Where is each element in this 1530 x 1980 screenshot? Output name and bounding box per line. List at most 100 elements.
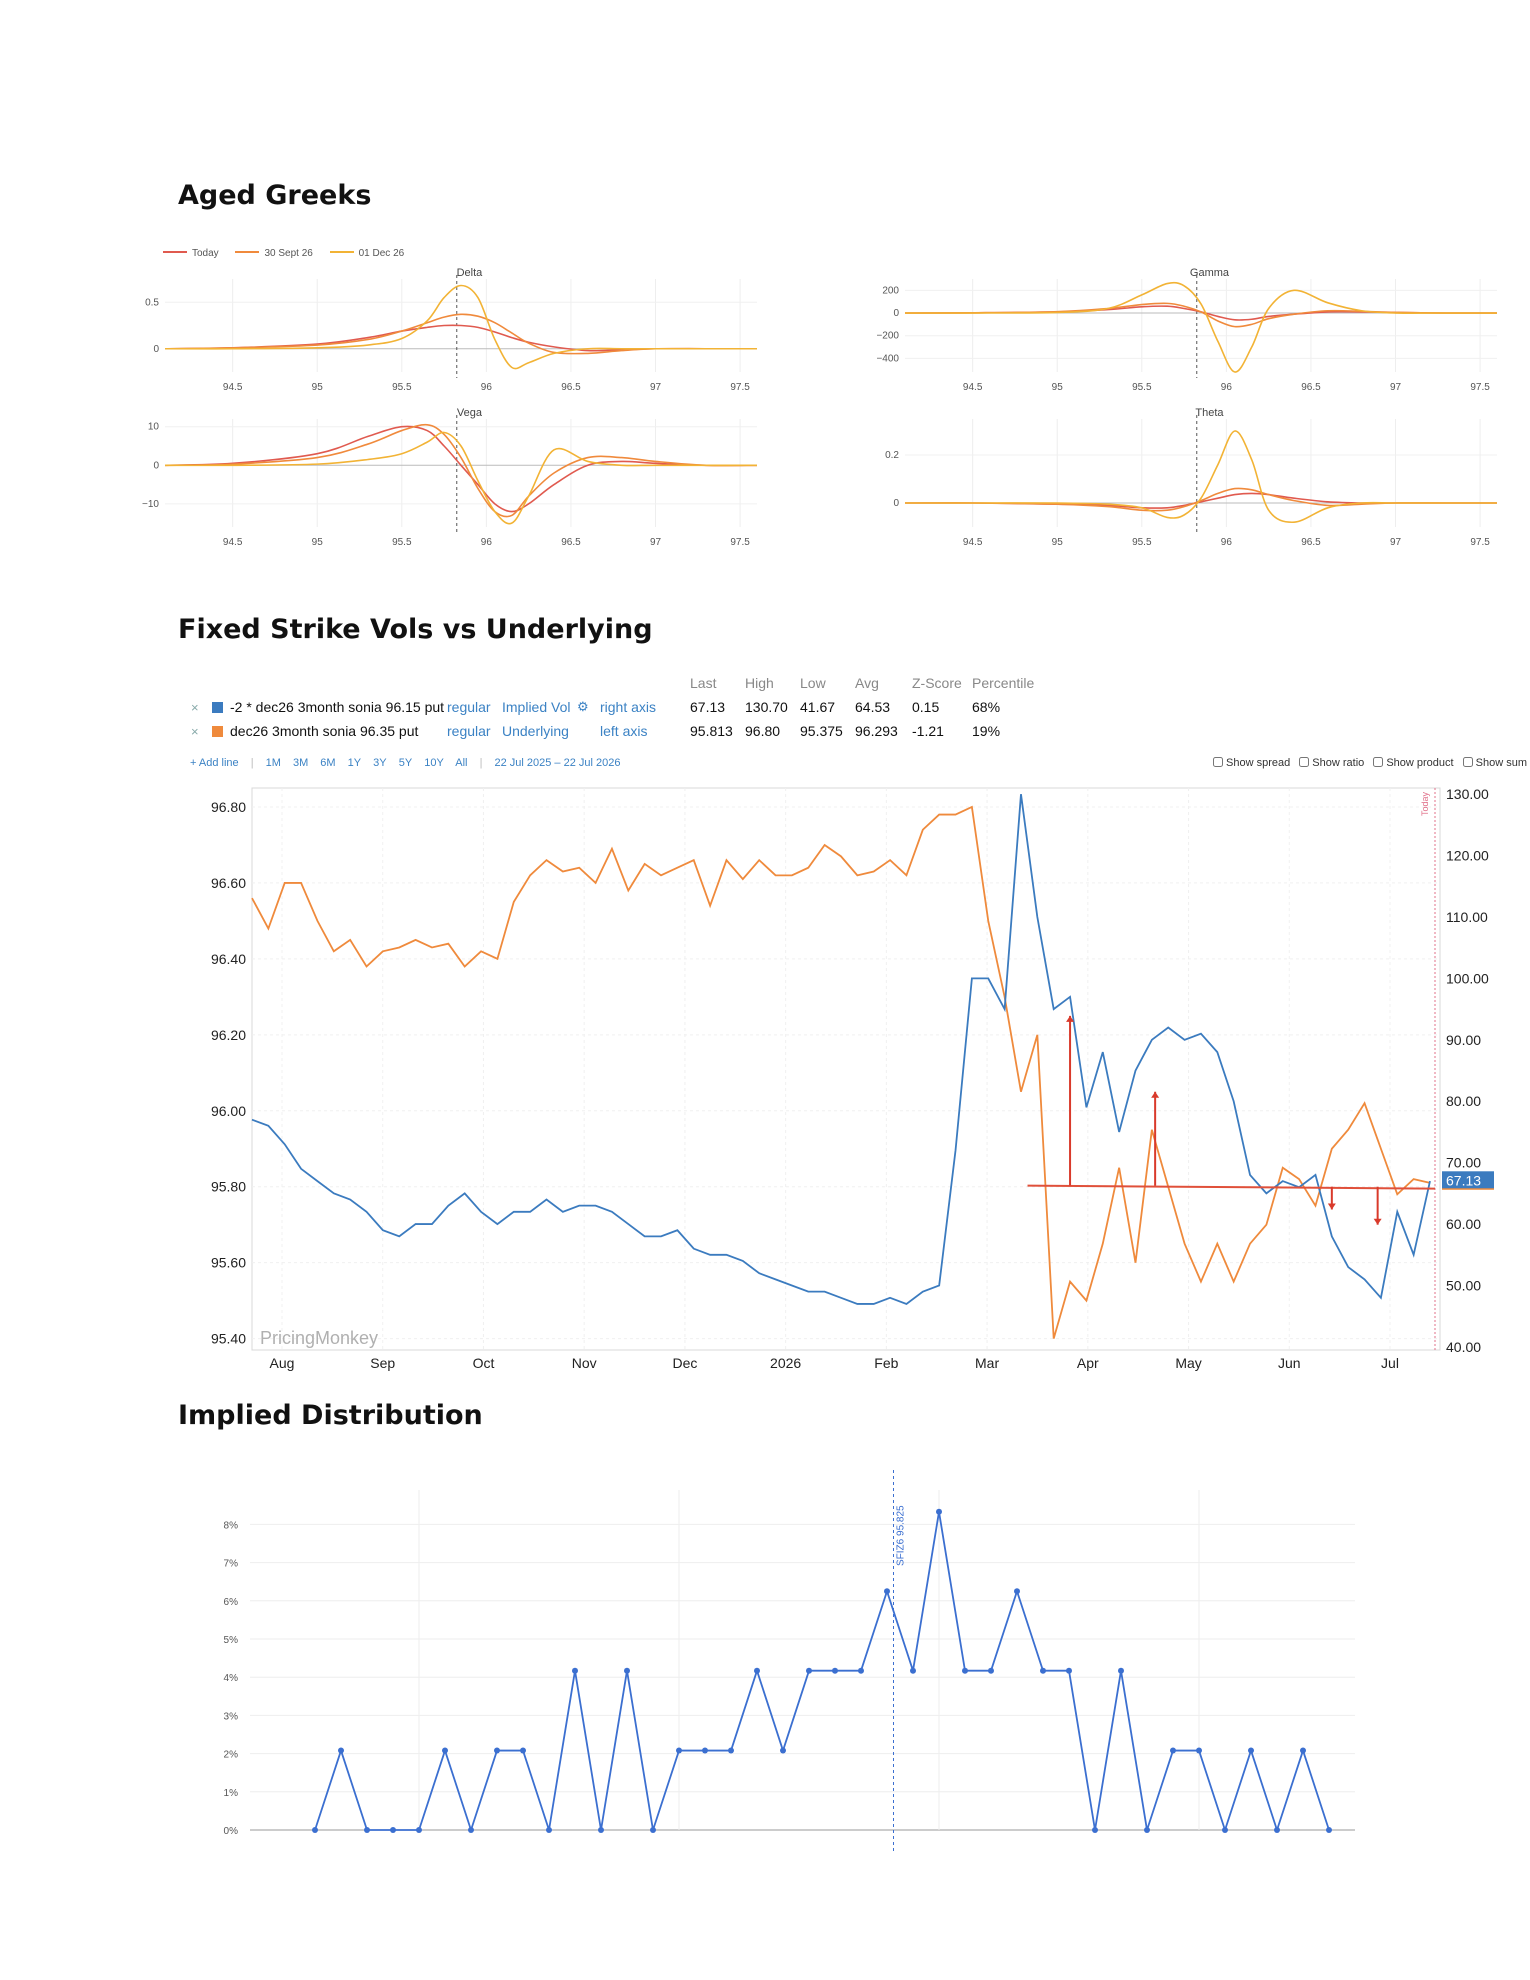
series-line-30-sept-26 [904,487,1497,512]
series-line-01-dec-26 [905,430,1497,524]
show-product-checkbox[interactable] [1373,757,1384,767]
series-axis-link[interactable]: right axis [600,699,657,715]
series-field-link[interactable]: Underlying [502,723,569,739]
distribution-point [338,1747,344,1754]
x-tick-label: 95 [1052,537,1064,548]
series-axis-link[interactable]: left axis [600,723,648,739]
show-ratio-option[interactable]: Show ratio [1299,757,1364,769]
today-label: Today [1420,791,1430,816]
y-tick-label: 200 [882,285,899,296]
settings-gear-icon[interactable]: ⚙ [577,699,589,714]
last-value-badge-vol [1442,1171,1494,1189]
range-button-1m[interactable]: 1M [265,757,281,769]
distribution-point [1118,1667,1124,1674]
legend-label-01-dec: 01 Dec 26 [358,248,405,259]
y-tick-label: 2% [224,1750,239,1761]
x-tick-label: 96.5 [561,382,581,393]
x-tick-label: 96 [481,382,493,393]
add-line-button[interactable]: + Add line [190,757,239,769]
distribution-point [416,1827,422,1833]
panel-title: Vega [457,407,483,419]
legend-item-30-sept[interactable]: 30 Sept 26 [235,248,313,259]
vols-vs-underlying-chart[interactable]: 96.80 96.60 96.40 96.20 96.00 95.80 95.60 95.40… [190,780,1530,1380]
series-color-swatch[interactable] [212,726,223,737]
toolbar-divider: | [479,757,483,769]
range-button-all[interactable]: All [455,757,468,769]
distribution-point [1274,1827,1280,1833]
series-line-30-sept-26 [904,302,1498,328]
show-sum-checkbox[interactable] [1462,757,1473,767]
series-name[interactable]: -2 * dec26 3month sonia 96.15 put [230,699,445,715]
last-value-badge-vol-text: 67.13 [1446,1172,1481,1188]
x-axis-tick: Nov [572,1355,597,1371]
x-tick-label: 97 [650,537,662,548]
y-tick-label: 7% [224,1559,239,1570]
right-axis-tick: 110.00 [1446,909,1488,925]
x-tick-label: 97.5 [730,382,750,393]
x-tick-label: 96 [933,1859,945,1860]
distribution-point [702,1747,708,1754]
legend-item-01-dec[interactable]: 01 Dec 26 [329,248,405,259]
range-button-3y[interactable]: 3Y [373,757,387,769]
stat-header-zscore: Z-Score [912,675,962,691]
x-tick-label: 95.5 [1132,382,1152,393]
stat-zscore: -1.21 [912,723,944,739]
show-product-label: Show product [1386,757,1454,769]
legend-line-30-sept [235,251,260,253]
show-spread-label: Show spread [1226,757,1291,769]
right-axis-tick: 40.00 [1446,1339,1481,1355]
range-button-6m[interactable]: 6M [320,757,336,769]
x-tick-label: 97 [650,382,662,393]
distribution-point [494,1747,500,1754]
series-name[interactable]: dec26 3month sonia 96.35 put [230,723,419,739]
pricingmonkey-watermark: PricingMonkey [260,1328,378,1348]
x-tick-label: 94.5 [223,537,243,548]
x-tick-label: 94.5 [223,382,243,393]
legend-item-today[interactable]: Today [163,248,219,259]
stat-zscore: 0.15 [912,699,940,715]
stat-high: 96.80 [745,723,781,739]
series-type-link[interactable]: regular [447,699,491,715]
range-button-1y[interactable]: 1Y [347,757,362,769]
stat-header-avg: Avg [855,675,879,691]
stat-avg: 64.53 [855,699,891,715]
stat-last: 95.813 [690,723,733,739]
show-product-option[interactable]: Show product [1373,757,1454,769]
remove-line-button[interactable]: × [191,700,199,715]
x-tick-label: 96.5 [561,537,581,548]
range-button-5y[interactable]: 5Y [398,757,413,769]
display-options: Show spread Show ratio Show product Show… [1213,757,1530,769]
implied-vol-series-line [251,794,1431,1305]
x-axis-tick: Apr [1077,1355,1099,1371]
right-axis-tick: 90.00 [1446,1032,1481,1048]
series-color-swatch[interactable] [212,702,223,713]
series-field-link[interactable]: Implied Vol [502,699,571,715]
date-range-picker[interactable]: 22 Jul 2025 – 22 Jul 2026 [494,757,621,769]
distribution-point [1170,1747,1176,1754]
series-type-link[interactable]: regular [447,723,491,739]
series-row-underlying: × dec26 3month sonia 96.35 put regular U… [185,723,1085,743]
show-spread-option[interactable]: Show spread [1213,757,1290,769]
distribution-line [314,1511,1330,1833]
distribution-point [312,1827,318,1833]
y-tick-label: 3% [224,1711,239,1722]
x-axis-tick: 2026 [770,1355,801,1371]
stat-low: 41.67 [800,699,836,715]
distribution-point [676,1747,682,1754]
distribution-point [1040,1667,1046,1674]
series-line-today [164,425,758,513]
vega-chart: Vega 94.5 95 95.5 96 96.5 97 97.5 10 0 −10 [142,407,758,548]
distribution-point [546,1827,552,1833]
remove-line-button[interactable]: × [191,724,199,739]
range-button-10y[interactable]: 10Y [424,757,444,769]
x-axis-tick: Jun [1278,1355,1301,1371]
show-ratio-checkbox[interactable] [1299,757,1310,767]
stat-high: 130.70 [745,699,788,715]
range-button-3m[interactable]: 3M [292,757,309,769]
distribution-point [936,1508,942,1515]
y-tick-label: 1% [224,1788,239,1799]
show-spread-checkbox[interactable] [1213,757,1223,767]
show-sum-option[interactable]: Show sum [1462,757,1527,769]
left-axis-tick: 96.20 [211,1027,246,1043]
underlying-series-line [251,805,1431,1339]
